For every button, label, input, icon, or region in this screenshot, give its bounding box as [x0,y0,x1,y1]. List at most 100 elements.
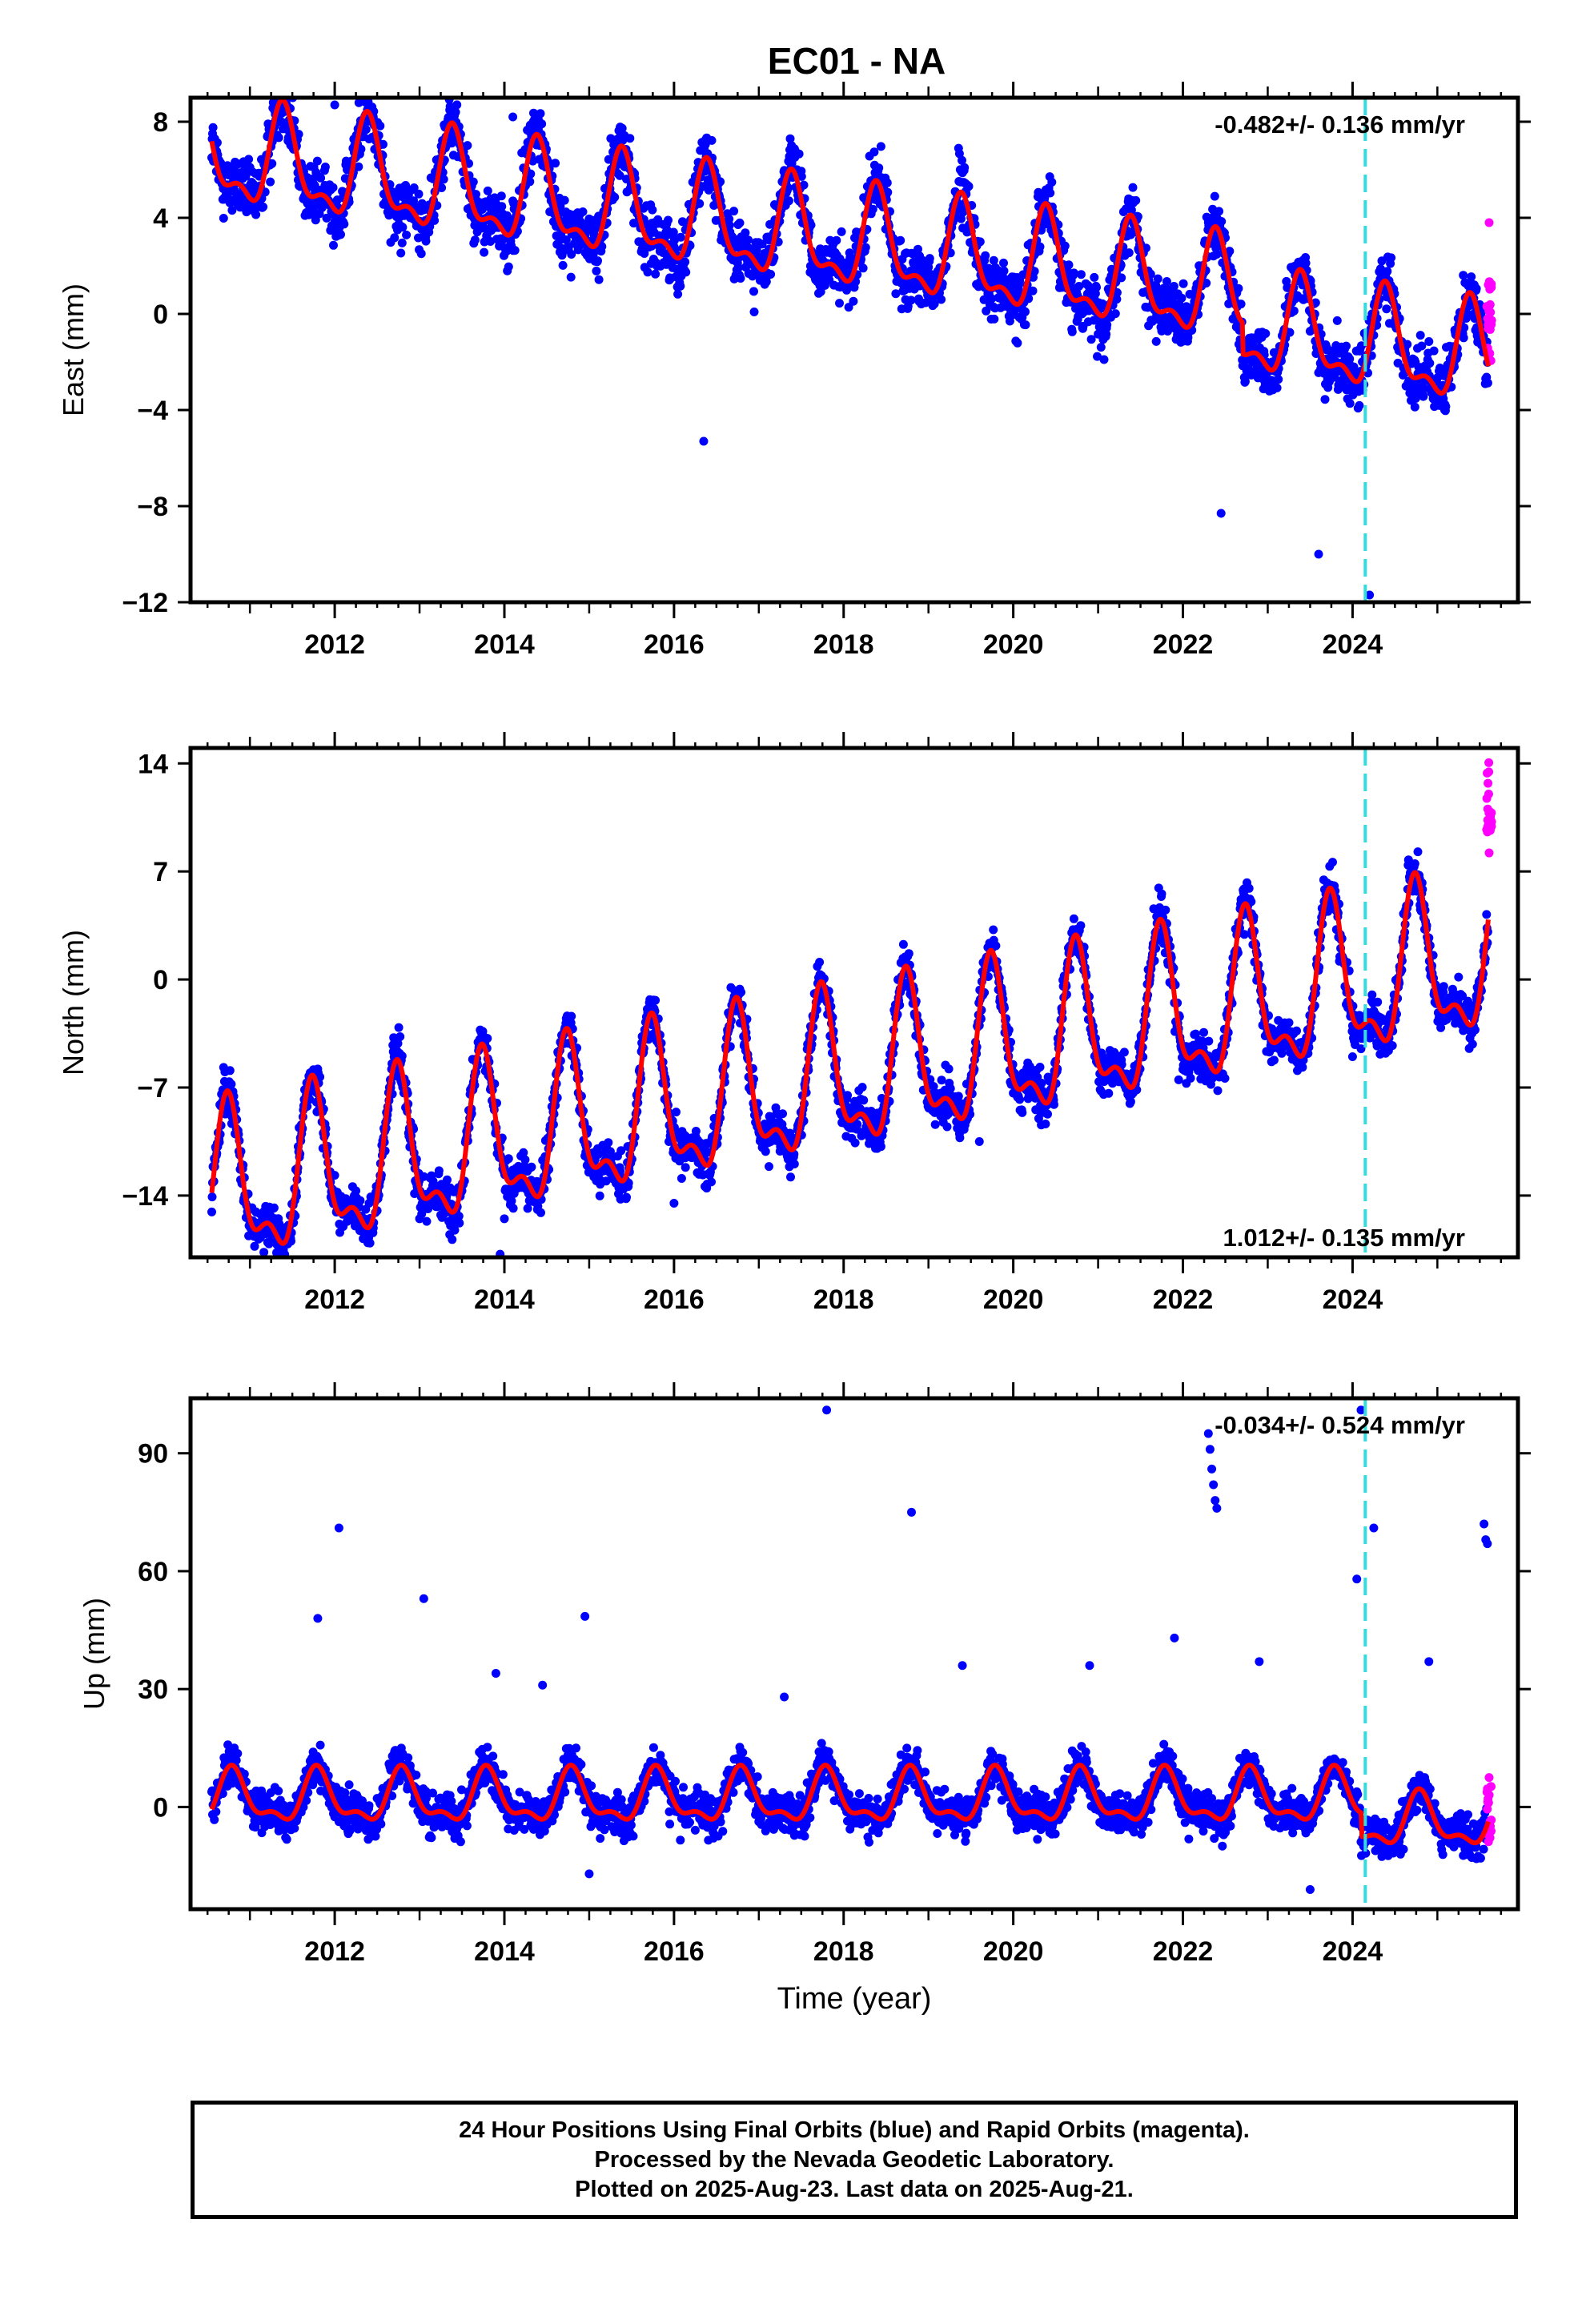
data-point [1151,336,1161,346]
data-point [320,163,330,171]
data-point [1177,293,1186,303]
data-point [454,1212,464,1221]
data-point [1383,267,1392,276]
data-point [673,289,683,299]
data-point [508,1204,518,1213]
data-point [1345,354,1355,364]
data-point [869,147,879,157]
data-point [207,1207,216,1216]
data-point [1382,304,1391,314]
data-point [504,1154,513,1164]
data-point [390,233,400,243]
data-point [784,196,793,206]
x-tick-label: 2018 [813,629,874,660]
y-tick-label: −12 [122,588,168,618]
data-point [1096,343,1106,352]
data-point [361,125,371,135]
data-point [1285,328,1295,337]
data-point [483,186,492,195]
data-point [765,1162,773,1172]
data-point [757,239,767,249]
data-point [766,270,776,279]
data-point [525,177,535,187]
data-point [849,296,858,306]
data-point [1178,279,1188,288]
data-point [1289,306,1299,316]
data-point [861,243,870,252]
data-point [954,1092,963,1101]
data-point [472,190,480,199]
data-point [625,134,635,143]
outlier-point [699,436,709,446]
data-point [294,130,303,139]
data-point [269,1203,279,1212]
data-point [1472,283,1481,293]
outlier-point [1216,509,1226,518]
data-point [339,219,349,229]
data-point [858,263,868,273]
data-point [859,1096,869,1105]
x-tick-label: 2024 [1323,629,1383,660]
data-point [430,215,440,225]
data-point [1117,273,1126,283]
data-point [1261,329,1271,338]
data-point [1013,338,1022,348]
data-point [1131,195,1141,205]
data-point [393,1039,403,1048]
data-point [561,235,571,244]
data-point [990,314,999,324]
x-tick-label: 2016 [644,629,705,660]
data-point [397,238,407,247]
data-point [468,177,478,187]
data-point [227,1080,236,1089]
data-point [480,247,489,257]
data-point [536,1208,545,1217]
data-point [786,1172,795,1182]
data-point [1124,248,1134,258]
data-point [409,183,419,192]
data-point [937,1076,946,1085]
data-point [937,295,946,304]
data-point [837,227,846,236]
data-point [816,287,825,296]
y-tick-label: −4 [137,396,168,426]
data-point [1060,241,1070,251]
data-point [1030,267,1039,276]
data-point [999,258,1008,267]
data-point [868,204,877,214]
y-tick-label: 0 [153,300,168,330]
data-point [267,159,277,168]
data-point [882,178,892,187]
data-point [815,958,825,967]
data-point [351,1186,361,1196]
data-point [356,144,366,154]
data-point [1090,272,1099,282]
data-point [312,156,322,166]
data-point [401,181,411,190]
data-point [558,260,568,270]
data-point [315,1072,325,1082]
data-point [1272,383,1282,392]
data-point [749,287,758,296]
data-point [397,1051,407,1061]
data-point [219,214,228,223]
y-tick-label: 4 [153,203,168,234]
data-point [735,218,745,227]
x-tick-label: 2014 [474,629,535,660]
data-point [208,123,218,132]
data-point [354,162,363,171]
data-point [396,248,406,258]
data-point [876,1142,885,1152]
data-point [1028,286,1038,296]
data-point [789,1160,799,1168]
rapid-point [1484,218,1494,227]
data-point [402,230,412,239]
data-point [1339,372,1349,382]
data-point [946,1084,955,1093]
data-point [277,1261,286,1270]
data-point [1274,375,1283,384]
data-point [1387,253,1396,263]
data-point [761,1147,770,1156]
data-point [930,1120,940,1129]
